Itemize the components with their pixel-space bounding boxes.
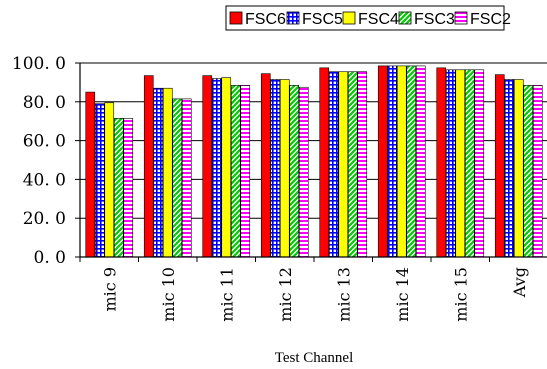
legend-label: FSC2 [470,11,511,28]
legend: FSC6 FSC5 FSC4 FSC3 FSC2 [225,5,511,31]
bar-fsc3 [464,69,475,258]
x-axis-label: Test Channel [275,350,354,366]
bar-fsc4 [162,87,173,258]
x-category-label: Avg [510,267,529,298]
bar-fsc4 [104,102,115,258]
legend-item-fsc3: FSC3 [398,11,455,28]
x-category-label: mic 10 [159,267,178,322]
x-category-label: mic 11 [217,267,236,322]
bar-fsc3 [347,71,358,258]
bar-fsc3 [289,85,300,258]
legend-label: FSC6 [245,11,286,28]
bar-fsc5 [211,78,222,258]
bar-fsc4 [455,69,466,258]
bar-fsc6 [319,67,330,258]
legend-swatch [342,11,356,25]
bar-fsc6 [143,75,154,258]
legend-item-fsc5: FSC5 [286,11,343,28]
x-category-label: mic 14 [393,267,412,322]
x-category-labels: mic 9 mic 10 mic 11 mic 12 mic 13 mic 14 mic 1… [100,267,529,322]
legend-swatch [454,11,468,25]
legend-item-fsc4: FSC4 [342,11,399,28]
bar-fsc2 [123,117,134,258]
bar-fsc2 [181,98,192,258]
bar-fsc2 [532,85,543,258]
legend-swatch [286,11,300,25]
x-category-label: mic 12 [276,267,295,322]
bar-fsc3 [406,65,417,258]
y-tick-label: 60. 0 [23,132,66,152]
bar-fsc4 [338,71,349,258]
bar-fsc6 [377,65,388,258]
bar-fsc2 [240,85,251,258]
legend-item-fsc6: FSC6 [229,11,286,28]
x-category-label: mic 13 [334,267,353,322]
bar-fsc2 [415,65,426,258]
bar-fsc6 [85,91,96,258]
legend-label: FSC4 [358,11,399,28]
axes-layer [79,63,547,262]
y-tick-labels: 0. 0 20. 0 40. 0 60. 0 80. 0 100. 0 [12,54,80,268]
bar-fsc2 [357,71,368,258]
bar-fsc5 [270,79,281,258]
y-tick-label: 80. 0 [23,93,66,113]
bar-fsc5 [328,71,339,258]
bar-fsc5 [504,79,515,258]
bar-fsc4 [396,65,407,258]
y-tick-label: 100. 0 [12,54,66,74]
legend-swatch [229,11,243,25]
y-tick-label: 40. 0 [23,170,66,190]
bar-fsc5 [445,69,456,258]
bar-fsc5 [387,65,398,258]
y-tick-label: 20. 0 [23,209,66,229]
bar-fsc3 [172,98,183,258]
bar-fsc6 [494,74,505,258]
bar-fsc3 [230,85,241,258]
legend-label: FSC3 [414,11,455,28]
bar-fsc5 [94,103,105,258]
bars-layer [85,65,543,258]
bar-fsc3 [113,117,124,258]
y-tick-label: 0. 0 [34,248,66,268]
legend-label: FSC5 [302,11,343,28]
bar-fsc5 [153,87,164,258]
x-category-label: mic 15 [451,267,470,322]
bar-fsc4 [513,79,524,258]
x-category-label: mic 9 [100,267,119,312]
bar-fsc6 [202,75,213,258]
bar-fsc3 [523,85,534,258]
legend-item-fsc2: FSC2 [454,11,511,28]
bar-fsc2 [474,69,485,258]
bar-fsc4 [221,77,232,258]
bar-fsc6 [436,67,447,258]
bar-fsc6 [260,73,271,258]
bar-fsc4 [279,79,290,258]
legend-swatch [398,11,412,25]
bar-fsc2 [298,86,309,258]
